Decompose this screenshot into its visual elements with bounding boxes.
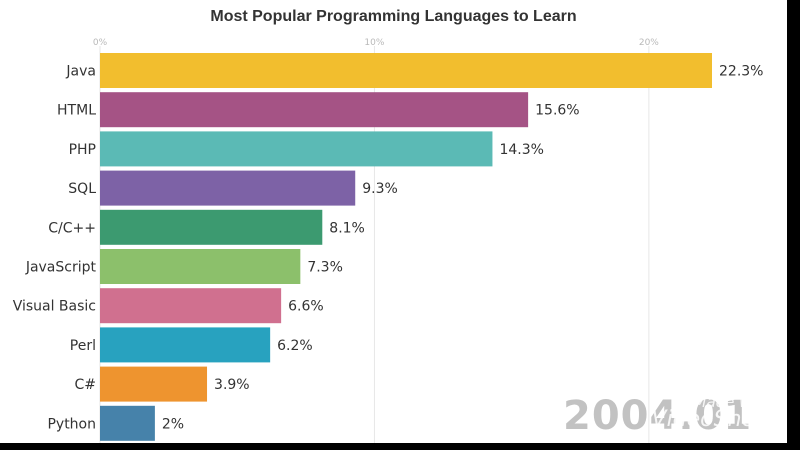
category-label: Visual Basic bbox=[13, 299, 96, 315]
category-label: Java bbox=[65, 64, 96, 80]
bar bbox=[100, 288, 282, 324]
value-label: 14.3% bbox=[499, 142, 543, 158]
value-label: 6.2% bbox=[277, 338, 313, 354]
watermark-brand-line2: VideoShow bbox=[651, 407, 773, 432]
category-label: HTML bbox=[57, 103, 96, 119]
category-label: C# bbox=[74, 377, 96, 393]
category-label: SQL bbox=[68, 181, 96, 197]
category-label: C/C++ bbox=[48, 220, 96, 236]
x-tick-label: 10% bbox=[364, 38, 384, 48]
bar bbox=[100, 92, 529, 128]
chart-canvas: Most Popular Programming Languages to Le… bbox=[0, 0, 787, 443]
bar bbox=[100, 131, 493, 167]
value-label: 8.1% bbox=[329, 220, 365, 236]
value-label: 6.6% bbox=[288, 299, 324, 315]
value-label: 2% bbox=[162, 416, 184, 432]
watermark: 2004.01 Made with VideoShow bbox=[563, 393, 773, 439]
watermark-brand-line1: Made with bbox=[693, 393, 771, 411]
x-tick-label: 0% bbox=[93, 38, 108, 48]
value-label: 7.3% bbox=[307, 260, 343, 276]
watermark-year: 2004.01 bbox=[563, 393, 753, 439]
category-label: PHP bbox=[69, 142, 96, 158]
bar bbox=[100, 53, 712, 88]
bar bbox=[100, 170, 356, 206]
value-label: 15.6% bbox=[535, 103, 579, 119]
bar-chart: 0% 10% 20% Java 22.3% HTML 15.6% PHP 14.3% SQL 9.3… bbox=[13, 38, 763, 443]
bar bbox=[100, 209, 323, 245]
chart-title: Most Popular Programming Languages to Le… bbox=[210, 8, 577, 25]
bar bbox=[100, 405, 155, 441]
value-label: 22.3% bbox=[719, 64, 763, 80]
value-label: 3.9% bbox=[214, 377, 250, 393]
bar bbox=[100, 249, 301, 284]
x-tick-label: 20% bbox=[639, 38, 659, 48]
bar bbox=[100, 327, 271, 363]
category-label: Python bbox=[47, 416, 96, 432]
category-label: Perl bbox=[70, 338, 96, 354]
value-label: 9.3% bbox=[362, 181, 398, 197]
category-label: JavaScript bbox=[25, 260, 97, 276]
bar bbox=[100, 366, 208, 402]
